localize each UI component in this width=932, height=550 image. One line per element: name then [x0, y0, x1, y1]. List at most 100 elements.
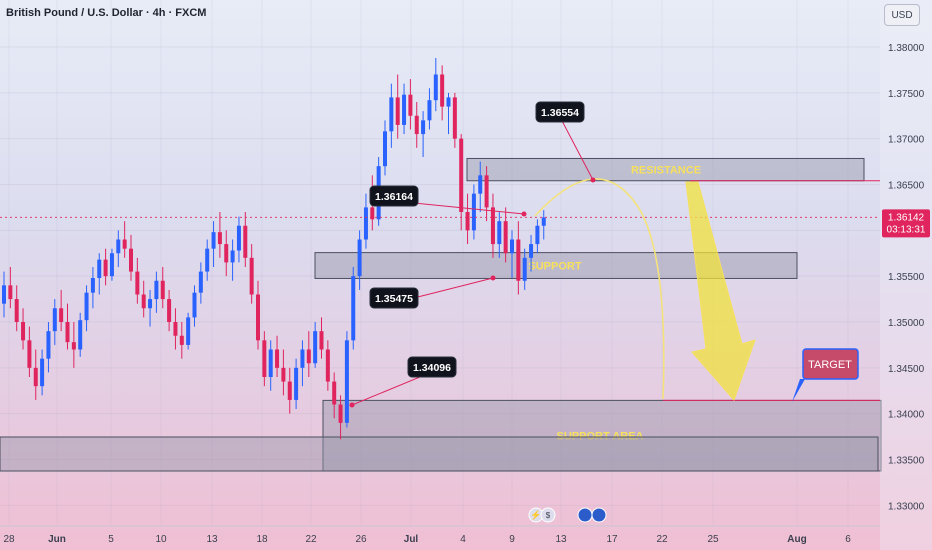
candle-body — [148, 299, 153, 309]
callout-anchor — [490, 275, 496, 281]
candle-body — [46, 331, 51, 359]
candle-body — [535, 225, 540, 245]
candle-body — [516, 239, 521, 281]
chart-title: British Pound / U.S. Dollar · 4h · FXCM — [6, 7, 207, 19]
candle-body — [338, 404, 343, 423]
candle-body — [249, 257, 254, 295]
candle-body — [211, 232, 216, 249]
event-icon-eu-flag[interactable] — [591, 507, 607, 523]
candle-body — [370, 207, 375, 220]
candle-body — [294, 367, 299, 400]
price-axis-panel — [880, 0, 932, 550]
candle-body — [109, 253, 114, 277]
x-tick-label: Jun — [48, 534, 66, 545]
callout-anchor — [349, 402, 355, 408]
candle-body — [129, 248, 133, 272]
y-tick-label: 1.36500 — [888, 181, 925, 192]
x-tick-label: 22 — [656, 534, 668, 545]
x-tick-label: 6 — [845, 534, 851, 545]
candle-body — [122, 239, 127, 249]
callout-box[interactable] — [535, 101, 585, 123]
candle-body — [154, 280, 159, 300]
x-tick-label: 5 — [108, 534, 114, 545]
y-tick-label: 1.35500 — [888, 272, 925, 283]
support-area-zone[interactable] — [322, 399, 882, 472]
candle-body — [230, 250, 235, 263]
callout-anchor — [590, 177, 596, 183]
candle-body — [256, 294, 260, 341]
price-tag — [882, 209, 930, 238]
candle-body — [421, 120, 426, 135]
candle-body — [179, 335, 184, 345]
candle-body — [325, 349, 330, 382]
candle-body — [21, 322, 26, 341]
candle-body — [217, 232, 222, 245]
candle-body — [503, 221, 508, 254]
y-tick-label: 1.35000 — [888, 318, 925, 329]
callout-label: 1.36164 — [375, 191, 413, 203]
candle-body — [522, 257, 527, 281]
x-tick-label: 17 — [606, 534, 618, 545]
candle-body — [306, 349, 311, 364]
candle-body — [402, 94, 407, 125]
candle-body — [135, 271, 140, 295]
event-icon-dollar[interactable] — [540, 507, 556, 523]
candle-body — [27, 340, 32, 368]
callout-box[interactable] — [369, 287, 419, 309]
candle-body — [40, 358, 45, 387]
y-tick-label: 1.38000 — [888, 43, 925, 54]
target-box[interactable] — [802, 348, 859, 380]
candle-body — [357, 239, 362, 277]
candle-body — [300, 349, 305, 368]
candle-body — [319, 331, 324, 350]
candle-body — [344, 340, 349, 423]
candle-body — [414, 115, 419, 135]
currency-button[interactable]: USD — [884, 4, 920, 26]
event-icon-us-flag[interactable] — [577, 507, 593, 523]
candle-body — [224, 244, 229, 263]
projection-path — [534, 178, 665, 400]
callout-anchor — [521, 211, 527, 217]
x-tick-label: 13 — [555, 534, 567, 545]
candle-body — [281, 367, 286, 382]
candle-body — [71, 342, 76, 350]
candle-body — [313, 331, 318, 364]
target-pointer — [792, 379, 805, 402]
callout-label: 1.36554 — [541, 107, 579, 119]
x-tick-label: 25 — [707, 534, 719, 545]
callout-leader — [559, 116, 594, 181]
candle-body — [52, 308, 57, 332]
x-tick-label: 13 — [206, 534, 218, 545]
candle-body — [433, 74, 438, 101]
x-tick-label: Jul — [404, 534, 419, 545]
callout-box[interactable] — [369, 185, 419, 207]
candle-body — [262, 340, 267, 378]
candle-body — [160, 280, 165, 300]
candle-body — [275, 349, 280, 368]
candle-body — [541, 217, 546, 226]
callout-box[interactable] — [407, 356, 457, 378]
candle-body — [33, 367, 38, 387]
drawings: 1.36554 1.36164 1.35475 1.34096 TARGET — [0, 101, 880, 408]
x-tick-label: 10 — [155, 534, 167, 545]
candle-body — [529, 244, 534, 258]
candles — [2, 58, 546, 440]
candle-body — [167, 299, 172, 323]
candle-body — [408, 94, 413, 116]
dollar-icon: $ — [546, 511, 551, 520]
candle-body — [395, 97, 400, 125]
resistance-zone[interactable] — [466, 157, 865, 182]
candle-body — [173, 322, 178, 336]
candle-body — [78, 320, 83, 350]
candle-body — [268, 349, 273, 378]
candle-body — [459, 138, 464, 213]
candle-body — [287, 381, 292, 400]
resistance-zone-label: RESISTANCE — [631, 165, 701, 177]
candle-body — [465, 212, 470, 231]
candle-body — [484, 175, 489, 208]
candle-body — [440, 74, 445, 107]
candle-body — [84, 292, 89, 321]
y-tick-label: 1.33000 — [888, 501, 925, 512]
